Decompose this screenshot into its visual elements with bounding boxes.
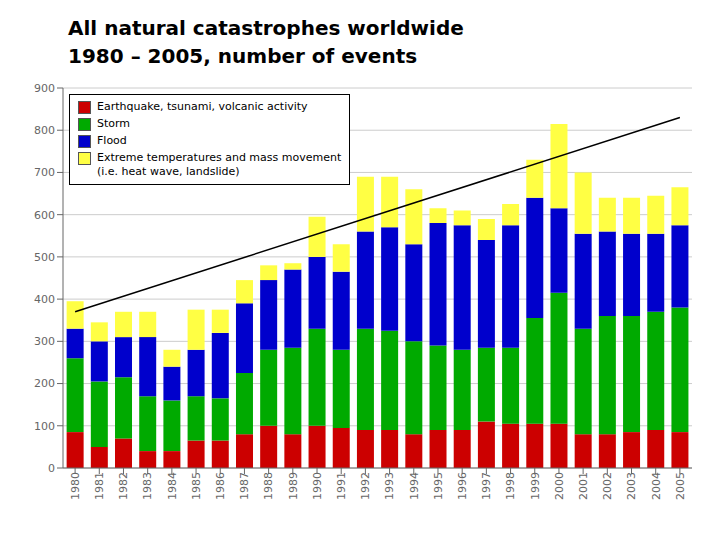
svg-text:1995: 1995 [432,472,445,500]
svg-text:1996: 1996 [456,472,469,500]
svg-text:1984: 1984 [166,472,179,500]
svg-text:300: 300 [34,335,55,348]
svg-text:1994: 1994 [408,472,421,500]
svg-text:1987: 1987 [238,472,251,500]
svg-text:1992: 1992 [359,472,372,500]
svg-text:200: 200 [34,377,55,390]
svg-text:900: 900 [34,82,55,95]
svg-text:500: 500 [34,251,55,264]
svg-text:1993: 1993 [383,472,396,500]
svg-text:1982: 1982 [117,472,130,500]
html-text:(i.e. heat wave, landslide): (i.e. heat wave, landslide) [97,165,240,178]
svg-text:2003: 2003 [625,472,638,500]
svg-text:2002: 2002 [601,472,614,500]
html-text:Flood: Flood [97,134,127,147]
html-text:1980 – 2005, number of events: 1980 – 2005, number of events [68,44,418,68]
svg-text:1999: 1999 [529,472,542,500]
svg-text:1997: 1997 [480,472,493,500]
svg-text:1985: 1985 [190,472,203,500]
svg-text:1998: 1998 [504,472,517,500]
html-text:Earthquake, tsunami, volcanic: Earthquake, tsunami, volcanic activity [97,100,308,113]
svg-text:400: 400 [34,293,55,306]
svg-text:2000: 2000 [553,472,566,500]
svg-text:1980: 1980 [69,472,82,500]
svg-text:2005: 2005 [674,472,687,500]
svg-text:1991: 1991 [335,472,348,500]
svg-text:1988: 1988 [262,472,275,500]
svg-text:600: 600 [34,209,55,222]
svg-text:2004: 2004 [650,472,663,500]
svg-text:0: 0 [48,462,55,475]
svg-text:800: 800 [34,124,55,137]
svg-text:2001: 2001 [577,472,590,500]
html-text:Storm: Storm [97,117,131,130]
svg-text:1990: 1990 [311,472,324,500]
svg-text:100: 100 [34,420,55,433]
svg-text:1981: 1981 [93,472,106,500]
svg-text:700: 700 [34,166,55,179]
svg-text:1983: 1983 [141,472,154,500]
html-text:All natural catastrophes world: All natural catastrophes worldwide [68,16,464,40]
svg-text:1986: 1986 [214,472,227,500]
svg-text:1989: 1989 [287,472,300,500]
html-text:Extreme temperatures and mass: Extreme temperatures and mass movement [97,151,342,164]
